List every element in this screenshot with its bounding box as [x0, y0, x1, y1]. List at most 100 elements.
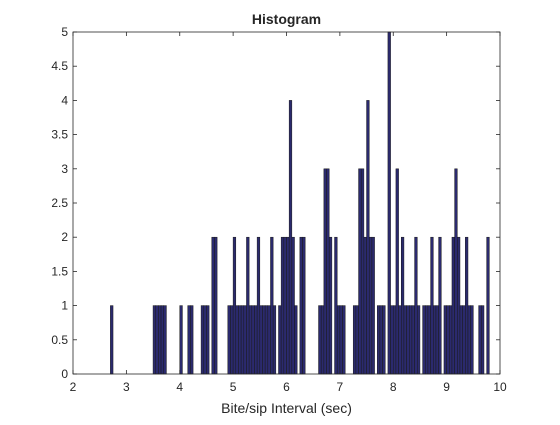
- histogram-bar: [411, 305, 415, 375]
- histogram-bar: [200, 305, 205, 375]
- histogram-bar: [352, 305, 357, 375]
- histogram-bar: [232, 236, 237, 375]
- histogram-bar: [326, 168, 330, 375]
- histogram-bar: [422, 305, 426, 375]
- histogram-bar: [470, 305, 474, 375]
- histogram-bar: [339, 305, 343, 375]
- histogram-bar: [376, 305, 381, 375]
- histogram-bar: [435, 305, 439, 375]
- histogram-bar: [334, 236, 338, 375]
- histogram-bar: [457, 236, 461, 375]
- histogram-bar: [283, 236, 287, 375]
- histogram-bar: [462, 305, 466, 375]
- histogram-bar: [403, 305, 407, 375]
- histogram-bar: [390, 305, 394, 375]
- x-tick-label: 9: [443, 380, 450, 394]
- histogram-bar: [366, 100, 370, 375]
- histogram-bar: [243, 305, 247, 375]
- histogram-bar: [211, 236, 215, 375]
- x-tick-label: 8: [390, 380, 397, 394]
- histogram-bar: [486, 236, 490, 375]
- histogram-bar: [465, 236, 469, 375]
- y-tick-label: 3: [61, 162, 68, 176]
- histogram-bar: [299, 236, 303, 375]
- histogram-bar: [267, 305, 271, 375]
- y-tick-label: 0.5: [51, 333, 68, 347]
- histogram-bar: [409, 305, 413, 375]
- histogram-bar: [259, 305, 263, 375]
- y-tick-label: 2.5: [51, 196, 68, 210]
- histogram-bar: [187, 305, 191, 375]
- histogram-bar: [288, 100, 293, 375]
- histogram-bar: [155, 305, 159, 375]
- histogram-bar: [270, 236, 274, 375]
- x-tick-label: 6: [283, 380, 290, 394]
- histogram-bar: [160, 305, 164, 375]
- x-tick-label: 3: [123, 380, 130, 394]
- histogram-bar: [278, 305, 282, 375]
- chart-title: Histogram: [252, 11, 321, 27]
- histogram-bar: [467, 305, 471, 375]
- histogram-bar: [358, 168, 362, 375]
- histogram-bar: [430, 236, 434, 375]
- histogram-bar: [443, 305, 447, 375]
- y-tick-label: 3.5: [51, 128, 68, 142]
- histogram-bar: [248, 305, 253, 375]
- bars-group: [110, 31, 490, 375]
- histogram-bar: [414, 236, 418, 375]
- histogram-bar: [382, 305, 386, 375]
- histogram-bar: [320, 305, 325, 375]
- histogram-bar: [459, 305, 463, 375]
- y-tick-label: 5: [61, 25, 68, 39]
- x-tick-label: 7: [337, 380, 344, 394]
- histogram-bar: [246, 236, 250, 375]
- histogram-bar: [251, 305, 255, 375]
- histogram-bar: [286, 236, 290, 375]
- histogram-bar: [433, 305, 437, 375]
- histogram-bar: [401, 236, 405, 375]
- histogram-bar: [280, 236, 285, 375]
- y-tick-label: 0: [61, 367, 68, 381]
- histogram-bar: [230, 305, 234, 375]
- histogram-bar: [254, 305, 258, 375]
- histogram-bar: [425, 305, 429, 375]
- histogram-bar: [240, 305, 245, 375]
- histogram-bar: [387, 31, 391, 375]
- y-tick-label: 4: [61, 93, 68, 107]
- histogram-bar: [355, 305, 359, 375]
- histogram-bar: [368, 236, 373, 375]
- histogram-bar: [371, 236, 375, 375]
- x-tick-label: 2: [70, 380, 77, 394]
- histogram-bar: [336, 305, 341, 375]
- histogram-bar: [256, 236, 261, 375]
- histogram-bar: [302, 236, 306, 375]
- histogram-bar: [203, 305, 207, 375]
- histogram-bar: [406, 305, 410, 375]
- histogram-bar: [152, 305, 156, 375]
- y-axis-ticks: 0 0.5 1 1.5 2 2.5 3 3.5 4 4.5 5: [51, 25, 500, 381]
- histogram-bar: [318, 305, 322, 375]
- x-axis-label: Bite/sip Interval (sec): [221, 400, 352, 416]
- histogram-bar: [478, 305, 482, 375]
- histogram-bar: [398, 305, 402, 375]
- histogram-bar: [227, 305, 231, 375]
- histogram-bar: [214, 236, 218, 375]
- histogram-bar: [379, 305, 383, 375]
- x-tick-label: 5: [230, 380, 237, 394]
- histogram-bar: [238, 305, 242, 375]
- y-tick-label: 1: [61, 299, 68, 313]
- histogram-bar: [323, 168, 327, 375]
- y-tick-label: 2: [61, 230, 68, 244]
- histogram-bar: [446, 305, 450, 375]
- y-tick-label: 4.5: [51, 59, 68, 73]
- histogram-bar: [449, 305, 453, 375]
- histogram-bar: [264, 305, 269, 375]
- histogram-bar: [291, 236, 295, 375]
- histogram-bar: [110, 305, 114, 375]
- histogram-bar: [272, 305, 277, 375]
- histogram-bar: [417, 305, 421, 375]
- histogram-bar: [342, 305, 346, 375]
- histogram-bar: [395, 168, 399, 375]
